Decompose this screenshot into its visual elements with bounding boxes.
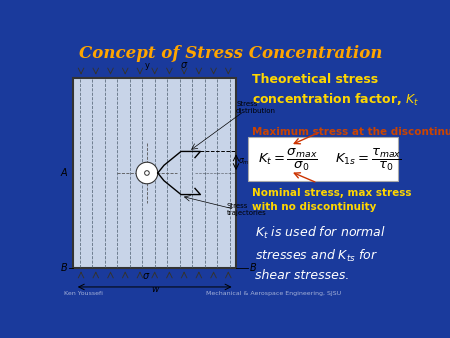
Circle shape [144,171,149,175]
Text: Stress
trajectories: Stress trajectories [227,203,266,216]
Text: B: B [60,264,67,273]
Text: Stress
distribution: Stress distribution [236,101,276,114]
Text: Maximum stress at the discontinuity: Maximum stress at the discontinuity [252,127,450,137]
Text: Concept of Stress Concentration: Concept of Stress Concentration [79,45,382,62]
Bar [73,77,236,268]
Text: Theoretical stress
concentration factor, $K_t$: Theoretical stress concentration factor,… [252,73,419,108]
Text: Ken Youssefi: Ken Youssefi [64,291,103,296]
FancyBboxPatch shape [248,137,398,181]
Text: Mechanical & Aerospace Engineering, SJSU: Mechanical & Aerospace Engineering, SJSU [206,291,341,296]
Text: $\sigma_{max}$: $\sigma_{max}$ [238,157,256,167]
Text: A: A [60,168,67,178]
Text: x: x [253,162,258,171]
Text: $K_t = \dfrac{\sigma_{max}}{\sigma_0}$: $K_t = \dfrac{\sigma_{max}}{\sigma_0}$ [258,147,318,173]
Text: y: y [144,61,149,70]
Text: w: w [151,285,158,294]
Text: B: B [250,264,257,273]
Circle shape [136,162,158,184]
Text: $\sigma$: $\sigma$ [142,271,151,281]
Text: Nominal stress, max stress
with no discontinuity: Nominal stress, max stress with no disco… [252,188,411,212]
Text: $K_t$ is used for normal
stresses and $K_{ts}$ for
shear stresses.: $K_t$ is used for normal stresses and $K… [256,225,387,282]
Text: $K_{1s} = \dfrac{\tau_{max}}{\tau_0}$: $K_{1s} = \dfrac{\tau_{max}}{\tau_0}$ [335,147,402,173]
Text: $\sigma$: $\sigma$ [180,60,188,70]
Text: A: A [250,168,256,178]
